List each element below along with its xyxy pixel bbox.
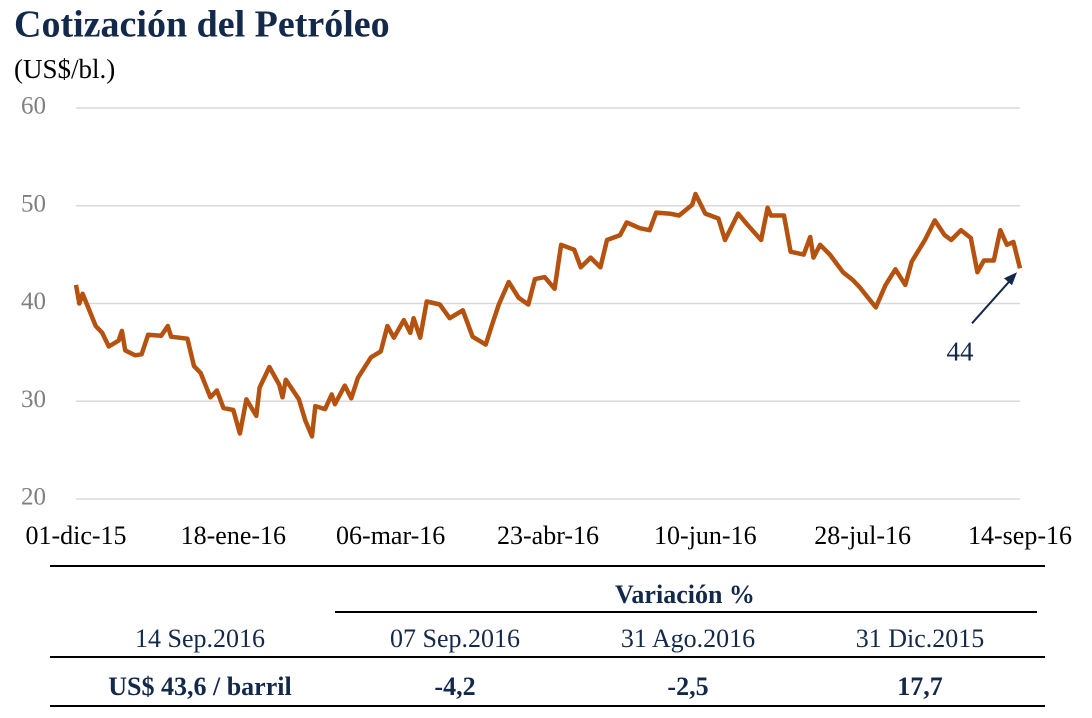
y-tick-label: 20 [21,484,46,511]
table-cell: -2,5 [667,672,708,701]
annotation: 44 [947,337,975,367]
annotation-arrowhead [1004,272,1017,286]
x-tick-label: 01-dic-15 [25,521,126,550]
table-header: 07 Sep.2016 [390,624,520,653]
y-tick-label: 40 [21,288,46,315]
x-tick-label: 28-jul-16 [814,521,911,550]
y-tick-label: 50 [21,190,46,217]
table-header: 14 Sep.2016 [135,624,265,653]
table-header: 31 Ago.2016 [621,624,755,653]
x-tick-label: 10-jun-16 [654,521,757,550]
x-tick-label: 23-abr-16 [497,521,599,550]
annotation-arrow [971,276,1014,324]
table-cell: -4,2 [434,672,475,701]
x-tick-label: 18-ene-16 [181,521,286,550]
x-tick-label: 14-sep-16 [968,521,1072,550]
y-tick-label: 60 [21,93,46,120]
table-group-header: Variación % [615,580,755,609]
x-tick-label: 06-mar-16 [336,521,445,550]
y-tick-label: 30 [21,386,46,413]
chart-subtitle: (US$/bl.) [14,54,115,84]
table-cell: US$ 43,6 / barril [108,672,291,701]
table-header: 31 Dic.2015 [856,624,985,653]
price-line [73,191,1023,439]
table-cell: 17,7 [897,672,943,701]
chart-title: Cotización del Petróleo [14,4,390,46]
